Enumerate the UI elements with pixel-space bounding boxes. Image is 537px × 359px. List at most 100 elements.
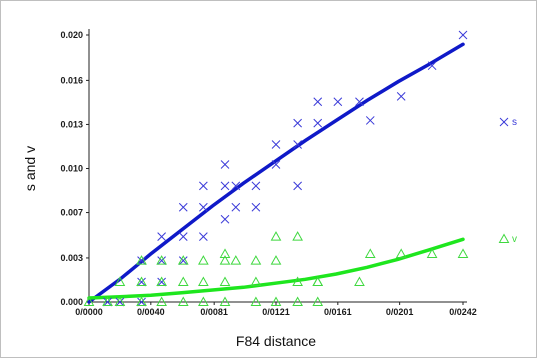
data-point-v	[219, 255, 231, 265]
y-axis-label: s and v	[22, 146, 38, 191]
data-point-v	[230, 255, 242, 265]
data-point-s	[333, 97, 343, 107]
data-point-s	[427, 61, 437, 71]
data-point-v	[250, 276, 262, 286]
data-points	[83, 30, 469, 307]
x-tick-label: 0/0121	[262, 307, 290, 317]
data-point-s	[355, 97, 364, 107]
data-point-s	[313, 97, 323, 107]
data-point-v	[426, 248, 438, 258]
data-point-v	[219, 296, 231, 306]
data-point-v	[250, 255, 262, 265]
data-point-s	[157, 256, 166, 265]
fit-line-s	[87, 42, 465, 304]
data-point-v	[198, 255, 209, 265]
data-point-v	[136, 276, 147, 286]
data-point-s	[251, 181, 261, 191]
data-point-s	[178, 256, 188, 265]
y-tick-label: 0.010	[60, 164, 83, 174]
data-point-s	[293, 118, 302, 128]
data-point-v	[270, 231, 282, 241]
x-tick-label: 0/0161	[324, 307, 352, 317]
x-axis-label: F84 distance	[236, 333, 316, 349]
x-tick-label: 0/0000	[75, 307, 103, 317]
data-point-s	[115, 297, 125, 307]
y-tick-label: 0.013	[60, 119, 83, 129]
data-point-v	[156, 296, 167, 306]
data-point-s	[137, 256, 146, 265]
data-point-v	[177, 276, 189, 286]
data-point-s	[199, 232, 208, 241]
y-tick-label: 0.003	[60, 253, 83, 263]
legend-marker	[498, 233, 510, 243]
data-point-v	[354, 276, 365, 286]
data-point-v	[292, 296, 303, 306]
data-point-v	[292, 231, 303, 241]
data-point-s	[157, 232, 166, 241]
data-point-s	[231, 202, 241, 212]
data-point-s	[396, 92, 406, 101]
legend-marker	[499, 117, 509, 127]
data-point-s	[178, 232, 188, 241]
data-point-v	[395, 248, 407, 258]
data-point-s	[199, 202, 208, 212]
data-point-v	[136, 296, 147, 306]
data-point-v	[270, 296, 282, 306]
data-point-v	[292, 276, 303, 286]
data-point-v	[312, 276, 324, 286]
y-tick-label: 0.007	[60, 208, 83, 218]
y-tick-label: 0.000	[60, 297, 83, 307]
data-point-s	[199, 181, 208, 191]
legend-label: s	[512, 117, 517, 128]
data-point-s	[137, 277, 146, 287]
fit-line-v	[87, 237, 465, 300]
data-point-v	[250, 296, 262, 306]
data-point-v	[114, 276, 126, 286]
data-point-s	[220, 214, 230, 224]
data-point-s	[251, 202, 261, 212]
data-point-v	[177, 296, 189, 306]
data-point-s	[271, 140, 281, 149]
data-point-v	[198, 296, 209, 306]
legend-item-v: v	[498, 233, 517, 245]
x-tick-label: 0/0242	[449, 307, 477, 317]
data-point-v	[312, 296, 324, 306]
data-point-s	[103, 297, 112, 307]
data-point-s	[365, 116, 375, 125]
data-point-s	[313, 118, 323, 128]
data-point-s	[271, 160, 281, 169]
data-point-s	[231, 181, 241, 191]
data-point-s	[293, 181, 302, 191]
x-tick-label: 0/0201	[386, 307, 414, 317]
y-tick-label: 0.016	[60, 75, 83, 85]
tick-labels: 0.000 0.003 0.007 0.010 0.013 0.016 0.020 0/000…	[60, 30, 476, 317]
legend-item-s: s	[499, 117, 517, 128]
y-tick-label: 0.020	[60, 30, 83, 40]
data-point-s	[220, 160, 230, 169]
axes	[86, 29, 467, 305]
data-point-s	[178, 202, 188, 212]
data-point-v	[198, 276, 209, 286]
data-point-v	[177, 255, 189, 265]
data-point-v	[364, 248, 376, 258]
data-point-v	[83, 296, 95, 306]
data-point-v	[114, 296, 126, 306]
legend-label: v	[512, 234, 517, 245]
x-tick-label: 0/0040	[137, 307, 165, 317]
fit-lines	[87, 42, 465, 304]
data-point-v	[219, 248, 231, 258]
x-tick-label: 0/0081	[200, 307, 228, 317]
data-point-v	[102, 296, 113, 306]
data-point-s	[137, 297, 146, 307]
data-point-s	[458, 30, 468, 40]
data-point-s	[157, 277, 166, 287]
data-point-v	[156, 255, 167, 265]
data-point-v	[136, 255, 147, 265]
data-point-s	[220, 181, 230, 191]
data-point-s	[293, 140, 302, 149]
data-point-v	[156, 276, 167, 286]
legend: sv	[498, 117, 517, 245]
data-point-v	[219, 276, 231, 286]
